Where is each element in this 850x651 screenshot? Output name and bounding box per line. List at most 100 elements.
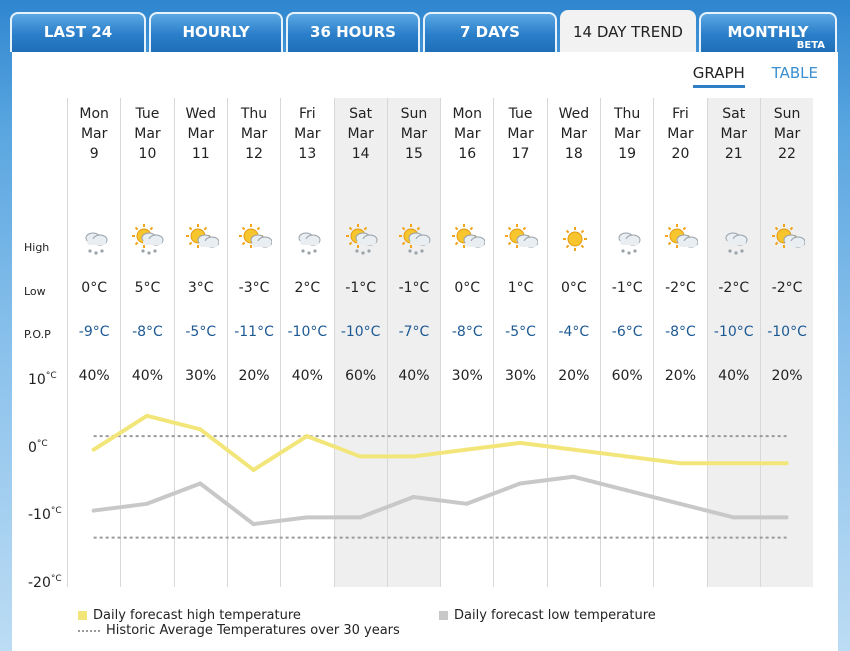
forecast-grid: Mon Mar 9 0°C -9°C 40% Tue Mar 10 5°C -8…: [12, 52, 838, 651]
day-month: Mar: [347, 126, 374, 142]
y-tick-label: -10°C: [28, 506, 62, 524]
day-of-week: Sat: [349, 106, 373, 122]
tab-36-hours[interactable]: 36 HOURS: [286, 12, 420, 52]
sun-cloud-icon: [238, 224, 273, 256]
day-date: 19: [618, 146, 637, 162]
pop-value: 60%: [611, 368, 643, 384]
tab-label: 36 HOURS: [310, 23, 396, 41]
graph-view-button[interactable]: GRAPH: [692, 64, 745, 88]
legend-swatch-low: [439, 611, 448, 620]
day-month: Mar: [507, 126, 534, 142]
day-month: Mar: [240, 126, 268, 142]
day-column: Thu Mar 19 -1°C -6°C 60%: [600, 98, 653, 587]
high-temp: -1°C: [611, 280, 643, 296]
high-temp: 1°C: [507, 280, 534, 296]
day-month: Mar: [187, 126, 214, 142]
tab-7-days[interactable]: 7 DAYS: [423, 12, 557, 52]
high-temp-point: [251, 467, 256, 472]
day-header: Fri Mar 13: [281, 104, 333, 164]
day-date: 10: [138, 146, 157, 162]
legend-low: Daily forecast low temperature: [439, 608, 656, 623]
legend-label-low: Daily forecast low temperature: [454, 608, 656, 623]
tab-label: 7 DAYS: [460, 23, 520, 41]
tab-label: HOURLY: [182, 23, 250, 41]
day-date: 12: [245, 146, 263, 162]
low-temp: -7°C: [398, 324, 430, 340]
high-temp: 0°C: [81, 280, 107, 296]
day-header: Tue Mar 17: [494, 104, 546, 164]
low-temp: -10°C: [287, 324, 328, 340]
day-column: Wed Mar 11 3°C -5°C 30%: [173, 98, 227, 587]
day-date: 15: [405, 146, 423, 162]
low-temp: -8°C: [451, 324, 483, 340]
row-label-pop: P.O.P: [24, 328, 51, 341]
day-column: Sat Mar 21 -2°C -10°C 40%: [706, 98, 760, 587]
day-of-week: Sun: [773, 106, 801, 122]
low-temp-point: [198, 481, 203, 486]
pop-value: 30%: [185, 368, 217, 384]
low-temp: -4°C: [558, 324, 590, 340]
low-temp-point: [571, 474, 576, 479]
pop-value: 30%: [504, 368, 537, 384]
low-temp: -8°C: [132, 324, 163, 340]
high-temp: 3°C: [187, 280, 214, 296]
high-temp-point: [677, 461, 682, 466]
day-date: 20: [671, 146, 690, 162]
tab-last-24-hours[interactable]: LAST 24 HOURS: [10, 12, 146, 77]
day-month: Mar: [720, 126, 747, 142]
cloud-snow-icon: [291, 224, 325, 256]
tab-14-day-trend[interactable]: 14 DAY TREND: [560, 10, 696, 52]
day-month: Mar: [80, 126, 108, 142]
tab-monthly[interactable]: MONTHLY BETA: [699, 12, 837, 52]
tab-hourly[interactable]: HOURLY: [149, 12, 283, 52]
day-of-week: Sat: [722, 106, 746, 122]
trend-panel: GRAPH TABLE Mon Mar 9 0°C -9°C 40% Tue M…: [12, 52, 838, 651]
low-temp: -6°C: [611, 324, 643, 340]
table-view-button[interactable]: TABLE: [771, 64, 818, 82]
legend-label-high: Daily forecast high temperature: [93, 608, 301, 623]
sun-cloud-icon: [771, 224, 806, 256]
low-temp-point: [251, 522, 256, 527]
low-temp-point: [91, 508, 96, 513]
sun-cloud-snow-icon: [345, 224, 379, 256]
high-temp: -1°C: [398, 280, 430, 296]
low-temp: -10°C: [713, 324, 754, 340]
day-header: Fri Mar 20: [654, 104, 706, 164]
day-month: Mar: [294, 126, 321, 142]
high-temp-point: [411, 454, 416, 459]
low-temp: -9°C: [78, 324, 110, 340]
day-month: Mar: [560, 126, 588, 142]
day-column: Wed Mar 18 0°C -4°C 20%: [546, 98, 600, 587]
day-column: Mon Mar 16 0°C -8°C 30%: [440, 98, 493, 587]
day-date: 17: [511, 146, 530, 162]
day-of-week: Tue: [135, 106, 160, 122]
low-temp-point: [677, 501, 682, 506]
day-date: 18: [564, 146, 583, 162]
high-temp: 5°C: [134, 280, 161, 296]
high-temp-point: [91, 447, 96, 452]
day-header: Wed Mar 11: [175, 104, 227, 164]
day-of-week: Mon: [79, 106, 109, 122]
high-temp-point: [198, 427, 203, 432]
day-month: Mar: [454, 126, 481, 142]
day-of-week: Fri: [672, 106, 689, 122]
high-temp: 2°C: [294, 280, 321, 296]
pop-value: 20%: [558, 368, 590, 384]
day-month: Mar: [667, 126, 694, 142]
day-header: Wed Mar 18: [548, 104, 600, 164]
day-of-week: Wed: [558, 106, 590, 122]
high-temp: -2°C: [718, 280, 750, 296]
day-of-week: Mon: [452, 106, 482, 122]
pop-value: 20%: [771, 368, 803, 384]
day-date: 21: [724, 146, 743, 162]
day-column: Tue Mar 17 1°C -5°C 30%: [493, 98, 546, 587]
tab-label: MONTHLY: [727, 23, 809, 41]
sun-cloud-icon: [504, 224, 539, 256]
cloud-snow-icon: [718, 224, 752, 256]
day-date: 9: [89, 146, 99, 162]
high-temp-point: [784, 461, 789, 466]
sun-cloud-snow-icon: [131, 224, 165, 256]
day-date: 13: [298, 146, 317, 162]
low-temp-point: [464, 501, 469, 506]
day-header: Sat Mar 14: [335, 104, 387, 164]
